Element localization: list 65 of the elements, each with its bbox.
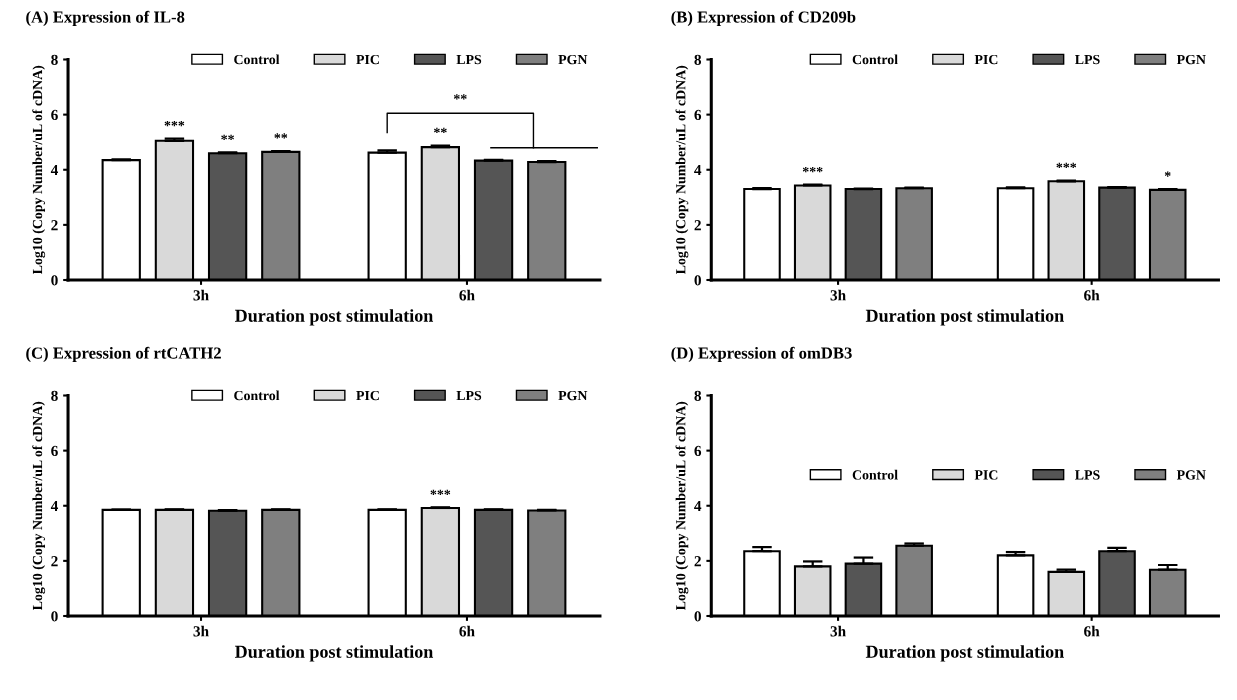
legend-label: PIC [356, 390, 379, 401]
y-tick-label: 8 [51, 390, 58, 401]
y-tick-label: 2 [694, 556, 701, 567]
y-tick-label: 0 [51, 611, 58, 622]
x-axis-title: Duration post stimulation [865, 309, 1064, 326]
legend-label: PGN [1176, 54, 1206, 65]
y-axis-title: Log10 (Copy Number/uL of cDNA) [675, 401, 689, 611]
y-tick-label: 0 [694, 611, 701, 622]
data-label: *** [430, 489, 451, 496]
x-tick-label: 3h [193, 625, 209, 637]
data-label: ** [434, 127, 447, 134]
legend-label: PGN [558, 390, 588, 401]
data-label: ** [221, 134, 234, 140]
y-tick-label: 0 [51, 275, 58, 286]
data-label: ** [274, 133, 288, 139]
x-tick-label: 6h [459, 625, 475, 637]
x-tick-label: 6h [1084, 289, 1100, 301]
chart-title: (A) Expression of IL-8 [26, 10, 185, 27]
y-tick-label: 2 [51, 556, 58, 567]
legend-label: PGN [1176, 470, 1206, 480]
x-tick-label: 6h [459, 289, 475, 301]
annotation: ** [453, 94, 467, 100]
y-axis-title: Log10 (Copy Number/uL of cDNA) [675, 65, 689, 275]
legend-label: LPS [456, 390, 482, 401]
legend-label: LPS [1075, 54, 1100, 65]
x-tick-label: 3h [830, 625, 846, 637]
y-axis-title: Log10 (Copy Number/uL of cDNA) [32, 65, 46, 275]
y-tick-label: 8 [694, 54, 702, 65]
y-tick-label: 2 [694, 220, 701, 231]
y-tick-label: 8 [51, 54, 58, 65]
legend-label: PGN [558, 54, 588, 65]
y-tick-label: 4 [694, 500, 702, 512]
data-label: * [1164, 171, 1171, 177]
x-tick-label: 6h [1084, 625, 1100, 637]
y-tick-label: 6 [51, 109, 58, 121]
legend-label: PIC [356, 54, 379, 65]
y-tick-label: 2 [51, 220, 58, 231]
legend-label: Control [234, 54, 280, 65]
y-tick-label: 8 [694, 390, 702, 401]
x-axis-title: Duration post stimulation [865, 645, 1064, 662]
x-tick-label: 3h [193, 289, 209, 301]
y-tick-label: 6 [694, 109, 702, 121]
x-tick-label: 3h [830, 289, 846, 301]
legend-label: Control [852, 469, 898, 480]
chart-title: (D) Expression of omDB3 [671, 346, 852, 363]
y-axis-title: Log10 (Copy Number/uL of cDNA) [32, 401, 46, 611]
y-tick-label: 4 [50, 164, 59, 176]
legend-label: Control [234, 390, 280, 401]
y-tick-label: 4 [694, 164, 702, 176]
data-label: *** [164, 120, 185, 127]
y-tick-label: 6 [694, 445, 702, 457]
chart-title: (C) Expression of rtCATH2 [26, 346, 221, 363]
x-axis-title: Duration post stimulation [234, 645, 434, 662]
legend-label: LPS [456, 54, 482, 65]
data-label: *** [1056, 162, 1077, 169]
x-axis-title: Duration post stimulation [234, 309, 434, 326]
legend-label: LPS [1075, 470, 1100, 480]
y-tick-label: 0 [694, 275, 701, 286]
legend-label: PIC [974, 54, 998, 65]
y-tick-label: 6 [51, 445, 58, 457]
chart-title: (B) Expression of CD209b [671, 10, 856, 27]
y-tick-label: 4 [50, 500, 59, 512]
data-label: *** [802, 167, 823, 173]
legend-label: Control [852, 54, 898, 65]
legend-label: PIC [974, 470, 998, 480]
